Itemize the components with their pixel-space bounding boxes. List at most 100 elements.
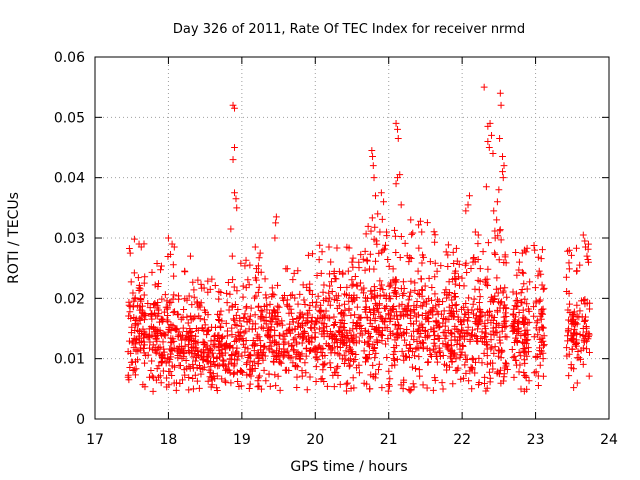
data-point bbox=[233, 204, 241, 212]
data-point bbox=[211, 282, 219, 289]
data-point bbox=[471, 258, 479, 266]
data-point bbox=[163, 316, 171, 324]
data-point bbox=[383, 354, 391, 361]
data-point bbox=[441, 322, 449, 330]
data-point bbox=[515, 318, 523, 326]
data-point bbox=[366, 385, 374, 393]
data-point bbox=[253, 350, 261, 358]
data-point bbox=[451, 290, 459, 297]
data-point bbox=[217, 307, 225, 315]
data-point bbox=[315, 307, 323, 315]
data-point bbox=[230, 315, 237, 323]
data-point bbox=[161, 308, 168, 316]
data-point bbox=[417, 330, 425, 337]
data-point bbox=[510, 373, 518, 381]
data-point bbox=[490, 296, 498, 303]
data-point bbox=[136, 306, 144, 314]
data-point bbox=[377, 331, 385, 338]
data-point bbox=[456, 282, 463, 289]
data-point bbox=[250, 358, 258, 366]
data-point bbox=[397, 201, 405, 209]
data-point bbox=[218, 346, 226, 354]
data-point bbox=[450, 260, 458, 267]
data-point bbox=[574, 348, 582, 355]
data-point bbox=[338, 333, 346, 340]
data-point bbox=[467, 265, 475, 272]
data-point bbox=[442, 286, 450, 294]
data-point bbox=[248, 325, 256, 333]
data-point bbox=[136, 285, 144, 293]
data-point bbox=[496, 135, 503, 142]
data-point bbox=[327, 364, 335, 371]
data-point bbox=[162, 359, 170, 367]
data-point bbox=[479, 248, 487, 256]
data-point bbox=[489, 150, 497, 157]
data-point bbox=[500, 377, 507, 385]
data-point bbox=[143, 333, 151, 341]
data-point bbox=[343, 283, 351, 291]
data-point bbox=[406, 387, 414, 395]
data-point bbox=[371, 317, 379, 325]
data-point bbox=[539, 285, 547, 293]
data-point bbox=[586, 305, 593, 313]
data-point bbox=[127, 349, 135, 357]
data-point bbox=[197, 280, 205, 288]
data-point bbox=[188, 332, 196, 339]
data-point bbox=[399, 385, 407, 393]
data-point bbox=[392, 276, 399, 284]
data-point bbox=[134, 274, 142, 282]
data-point bbox=[431, 290, 439, 298]
y-tick-label: 0.06 bbox=[54, 50, 85, 66]
data-point bbox=[256, 372, 264, 380]
data-point bbox=[347, 385, 355, 392]
data-point bbox=[280, 297, 288, 304]
data-point bbox=[390, 303, 398, 310]
data-point bbox=[573, 379, 581, 387]
data-point bbox=[449, 248, 457, 256]
data-point bbox=[474, 335, 481, 342]
data-point bbox=[167, 353, 175, 361]
data-point bbox=[501, 251, 509, 259]
data-point bbox=[294, 267, 302, 275]
data-point bbox=[458, 306, 465, 313]
data-point bbox=[178, 336, 186, 344]
data-point bbox=[435, 344, 443, 352]
data-point bbox=[576, 307, 584, 315]
data-point bbox=[149, 341, 157, 349]
data-point bbox=[471, 369, 479, 377]
data-point bbox=[428, 284, 436, 291]
data-point bbox=[215, 295, 223, 303]
data-point bbox=[199, 356, 207, 364]
data-point bbox=[150, 301, 157, 309]
data-point bbox=[216, 322, 224, 330]
x-axis-label: GPS time / hours bbox=[290, 459, 407, 475]
data-point bbox=[328, 288, 336, 295]
data-point bbox=[410, 327, 417, 335]
data-point bbox=[577, 346, 585, 354]
data-point bbox=[352, 339, 360, 347]
data-point bbox=[304, 318, 311, 326]
data-point bbox=[570, 384, 578, 391]
data-point bbox=[580, 297, 588, 304]
data-point bbox=[275, 332, 283, 339]
data-point bbox=[475, 381, 482, 389]
data-point bbox=[127, 358, 135, 366]
data-point bbox=[513, 271, 521, 279]
data-point bbox=[319, 366, 327, 374]
data-point bbox=[315, 325, 323, 333]
data-point bbox=[218, 334, 226, 342]
data-point bbox=[185, 292, 193, 300]
data-point bbox=[517, 332, 525, 340]
data-point bbox=[399, 307, 407, 315]
data-point bbox=[520, 387, 528, 395]
data-point bbox=[301, 359, 309, 367]
data-point bbox=[385, 381, 393, 388]
data-point bbox=[452, 275, 460, 283]
data-point bbox=[158, 331, 165, 339]
data-point bbox=[257, 313, 265, 321]
data-point bbox=[305, 251, 312, 259]
data-point bbox=[405, 296, 413, 304]
data-point bbox=[227, 379, 235, 387]
data-point bbox=[302, 352, 310, 360]
data-point bbox=[246, 351, 254, 359]
